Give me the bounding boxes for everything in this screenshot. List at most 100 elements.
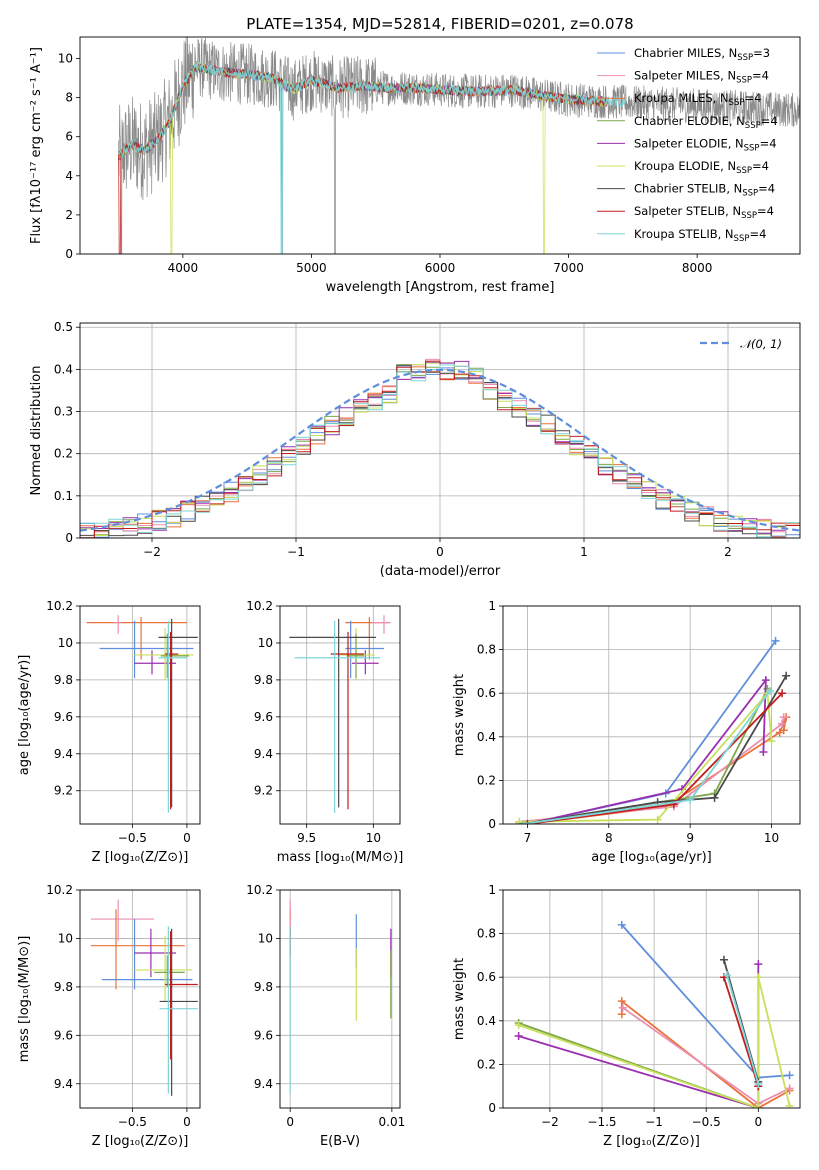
data-point-orange [775,728,784,737]
data-point-darkgray [782,671,791,680]
y-tick-label: 9.4 [54,1077,73,1091]
y-tick-label: 10.2 [46,883,73,897]
y-axis-label: mass [log₁₀(M/M⊙)] [17,936,32,1063]
x-axis-label: Z [log₁₀(Z/Z⊙)] [92,1134,189,1149]
y-tick-label: 10 [58,52,73,66]
legend-suffix: =4 [760,136,777,150]
y-tick-label: 0.2 [477,773,496,787]
y-tick-label: 0.6 [477,686,496,700]
y-axis-label: mass weight [452,674,467,756]
y-tick-label: 9.2 [54,784,73,798]
plot-area [90,899,198,1096]
x-tick-label: 7 [524,831,532,845]
y-tick-label: 6 [65,130,73,144]
data-point-cyan [686,796,695,805]
x-tick-label: 5000 [296,261,327,275]
axes-frame [502,605,801,825]
plot-area [515,636,791,824]
panel-spectrum: 4000 5000 6000 7000 8000 0 2 4 6 8 10 wavelength [A… [29,15,801,295]
y-tick-label: 1 [488,599,496,613]
y-tick-label: 0 [488,1101,496,1115]
x-tick-label: 10 [764,831,779,845]
legend-text: Kroupa ELODIE, N [634,159,736,173]
legend-label: Salpeter ELODIE, NSSP=4 [634,136,777,153]
data-point-orange [779,726,788,735]
x-tick-label: 9 [686,831,694,845]
legend-text: Kroupa MILES, N [634,91,729,105]
model-spectrum-8 [118,61,627,254]
x-tick-label: −1 [287,545,305,559]
y-tick-label: 0.4 [477,730,496,744]
legend-label: Salpeter STELIB, NSSP=4 [634,204,774,221]
axes-frame [79,322,801,539]
x-tick-label: 6000 [425,261,456,275]
x-tick-label: 9.5 [297,831,316,845]
y-tick-label: 0 [65,247,73,261]
legend-text: Kroupa STELIB, N [634,227,734,241]
y-tick-label: 9.6 [254,710,273,724]
data-point-cyan [765,687,774,696]
axes-frame [279,889,401,1109]
x-tick-label: −1 [645,1115,663,1129]
data-point-purple [514,1032,523,1041]
y-tick-label: 0.4 [54,362,73,376]
legend-suffix: =4 [757,204,774,218]
legend-label: Chabrier MILES, NSSP=3 [634,46,770,63]
x-tick-label: 0 [286,1115,294,1129]
legend-suffix: =4 [752,69,769,83]
y-tick-label: 0.4 [477,1014,496,1028]
data-point-cyan [723,971,732,980]
data-point-darkgray [710,793,719,802]
y-axis-label: Normed distribution [29,366,44,496]
data-point-yellowgreen [754,1104,763,1108]
x-tick-label: 0 [183,1115,191,1129]
legend-sub: SSP [736,76,752,86]
axes-frame [279,605,401,825]
y-tick-label: 0.6 [477,970,496,984]
data-point-yellowgreen [785,1101,794,1108]
legend-text: Salpeter MILES, N [634,69,736,83]
legend-sub: SSP [734,234,750,244]
x-tick-label: 8000 [682,261,713,275]
plot-area [86,615,198,813]
data-point-blue [617,920,626,929]
x-tick-label: 8 [605,831,613,845]
plot-area [289,615,391,813]
data-point-purple [761,676,770,685]
y-tick-label: 10.2 [46,599,73,613]
y-tick-label: 1 [488,883,496,897]
legend-sub: SSP [744,143,760,153]
data-point-cyan [519,820,528,824]
x-tick-label: −0.5 [118,831,147,845]
data-point-orange [617,1010,626,1019]
x-tick-label: 0 [754,1115,762,1129]
y-tick-label: 10 [58,636,73,650]
x-tick-label: 10 [366,831,381,845]
legend-label: Chabrier STELIB, NSSP=4 [634,182,775,199]
data-point-darkgray [719,955,728,964]
y-tick-label: 9.6 [254,1028,273,1042]
legend-sub: SSP [729,98,745,108]
y-tick-label: 9.8 [254,673,273,687]
axes-frame [502,889,801,1109]
y-tick-label: 9.4 [54,747,73,761]
series-line-red [723,976,760,1087]
data-point-blue [785,1071,794,1080]
x-axis-label: Z [log₁₀(Z/Z⊙)] [92,850,189,865]
axes-frame [79,605,201,825]
y-tick-label: 10 [258,636,273,650]
y-tick-label: 9.4 [254,747,273,761]
y-axis-label: mass weight [452,958,467,1040]
y-tick-label: 9.8 [54,673,73,687]
normal-reference-curve [80,368,800,532]
y-tick-label: 10.2 [246,599,273,613]
series-line-purple [527,677,767,824]
x-tick-label: −2 [143,545,161,559]
plot-area [514,920,794,1108]
data-point-yellowgreen [767,737,776,746]
x-axis-label: E(B-V) [320,1134,360,1149]
legend-label: Chabrier ELODIE, NSSP=4 [634,114,778,131]
panel-age-vs-mass: 9.5 10 9.2 9.4 9.6 9.8 10 10.2 mass [log₁₀(M/M⊙)… [246,599,403,865]
